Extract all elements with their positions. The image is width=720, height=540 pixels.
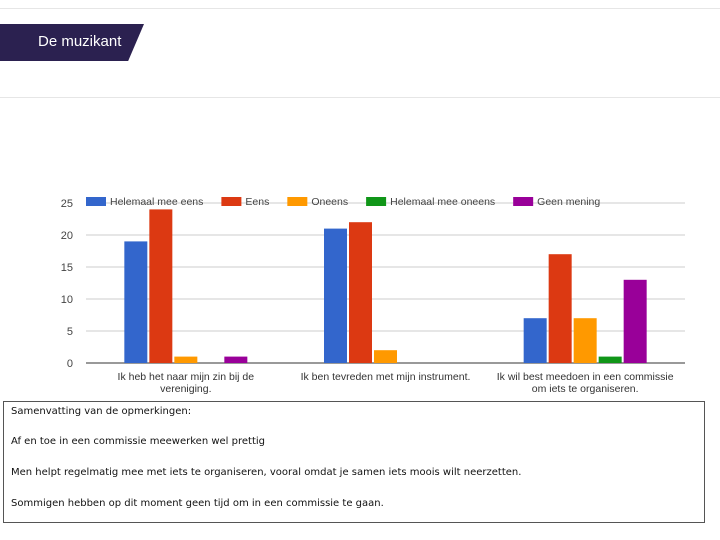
y-tick-label: 10 (61, 294, 73, 306)
x-category-label: om iets te organiseren. (532, 383, 639, 395)
bar (548, 254, 572, 363)
legend-label: Helemaal mee oneens (390, 196, 495, 208)
y-tick-label: 0 (67, 358, 73, 370)
header-divider (0, 97, 720, 98)
bar (374, 350, 397, 363)
legend-label: Eens (245, 196, 269, 208)
x-category-label: Ik heb het naar mijn zin bij de (118, 371, 255, 383)
summary-line-1: Af en toe in een commissie meewerken wel… (11, 436, 265, 447)
top-divider (0, 8, 720, 9)
slide-title-tab: De muzikant (0, 24, 144, 61)
legend-swatch (287, 197, 308, 206)
bar (623, 279, 647, 363)
bar (149, 209, 173, 363)
summary-box: Samenvatting van de opmerkingen: Af en t… (3, 401, 705, 523)
summary-line-3: Sommigen hebben op dit moment geen tijd … (11, 498, 384, 509)
bar (174, 356, 198, 363)
slide-title: De muzikant (38, 33, 122, 50)
legend-swatch (513, 197, 534, 206)
x-category-label: Ik ben tevreden met mijn instrument. (301, 371, 471, 383)
legend-label: Geen mening (537, 196, 600, 208)
legend-swatch (86, 197, 106, 206)
bar (573, 318, 597, 363)
y-tick-label: 15 (61, 262, 73, 274)
bar (124, 241, 148, 363)
bar (598, 356, 622, 363)
legend-swatch (366, 197, 387, 206)
legend-swatch (221, 197, 242, 206)
y-tick-label: 5 (67, 326, 73, 338)
y-tick-label: 25 (61, 198, 73, 210)
bar (349, 222, 372, 363)
x-category-label: vereniging. (160, 383, 211, 395)
bar (224, 356, 248, 363)
legend-label: Helemaal mee eens (110, 196, 203, 208)
summary-heading: Samenvatting van de opmerkingen: (11, 406, 192, 417)
summary-line-2: Men helpt regelmatig mee met iets te org… (11, 467, 522, 478)
x-category-label: Ik wil best meedoen in een commissie (497, 371, 674, 383)
legend-label: Oneens (311, 196, 348, 208)
bar (324, 228, 347, 363)
bar (523, 318, 547, 363)
survey-bar-chart: 0 5 10 15 20 25 Ik heb het naar mijn zin bij d… (61, 196, 685, 395)
y-tick-label: 20 (61, 230, 73, 242)
